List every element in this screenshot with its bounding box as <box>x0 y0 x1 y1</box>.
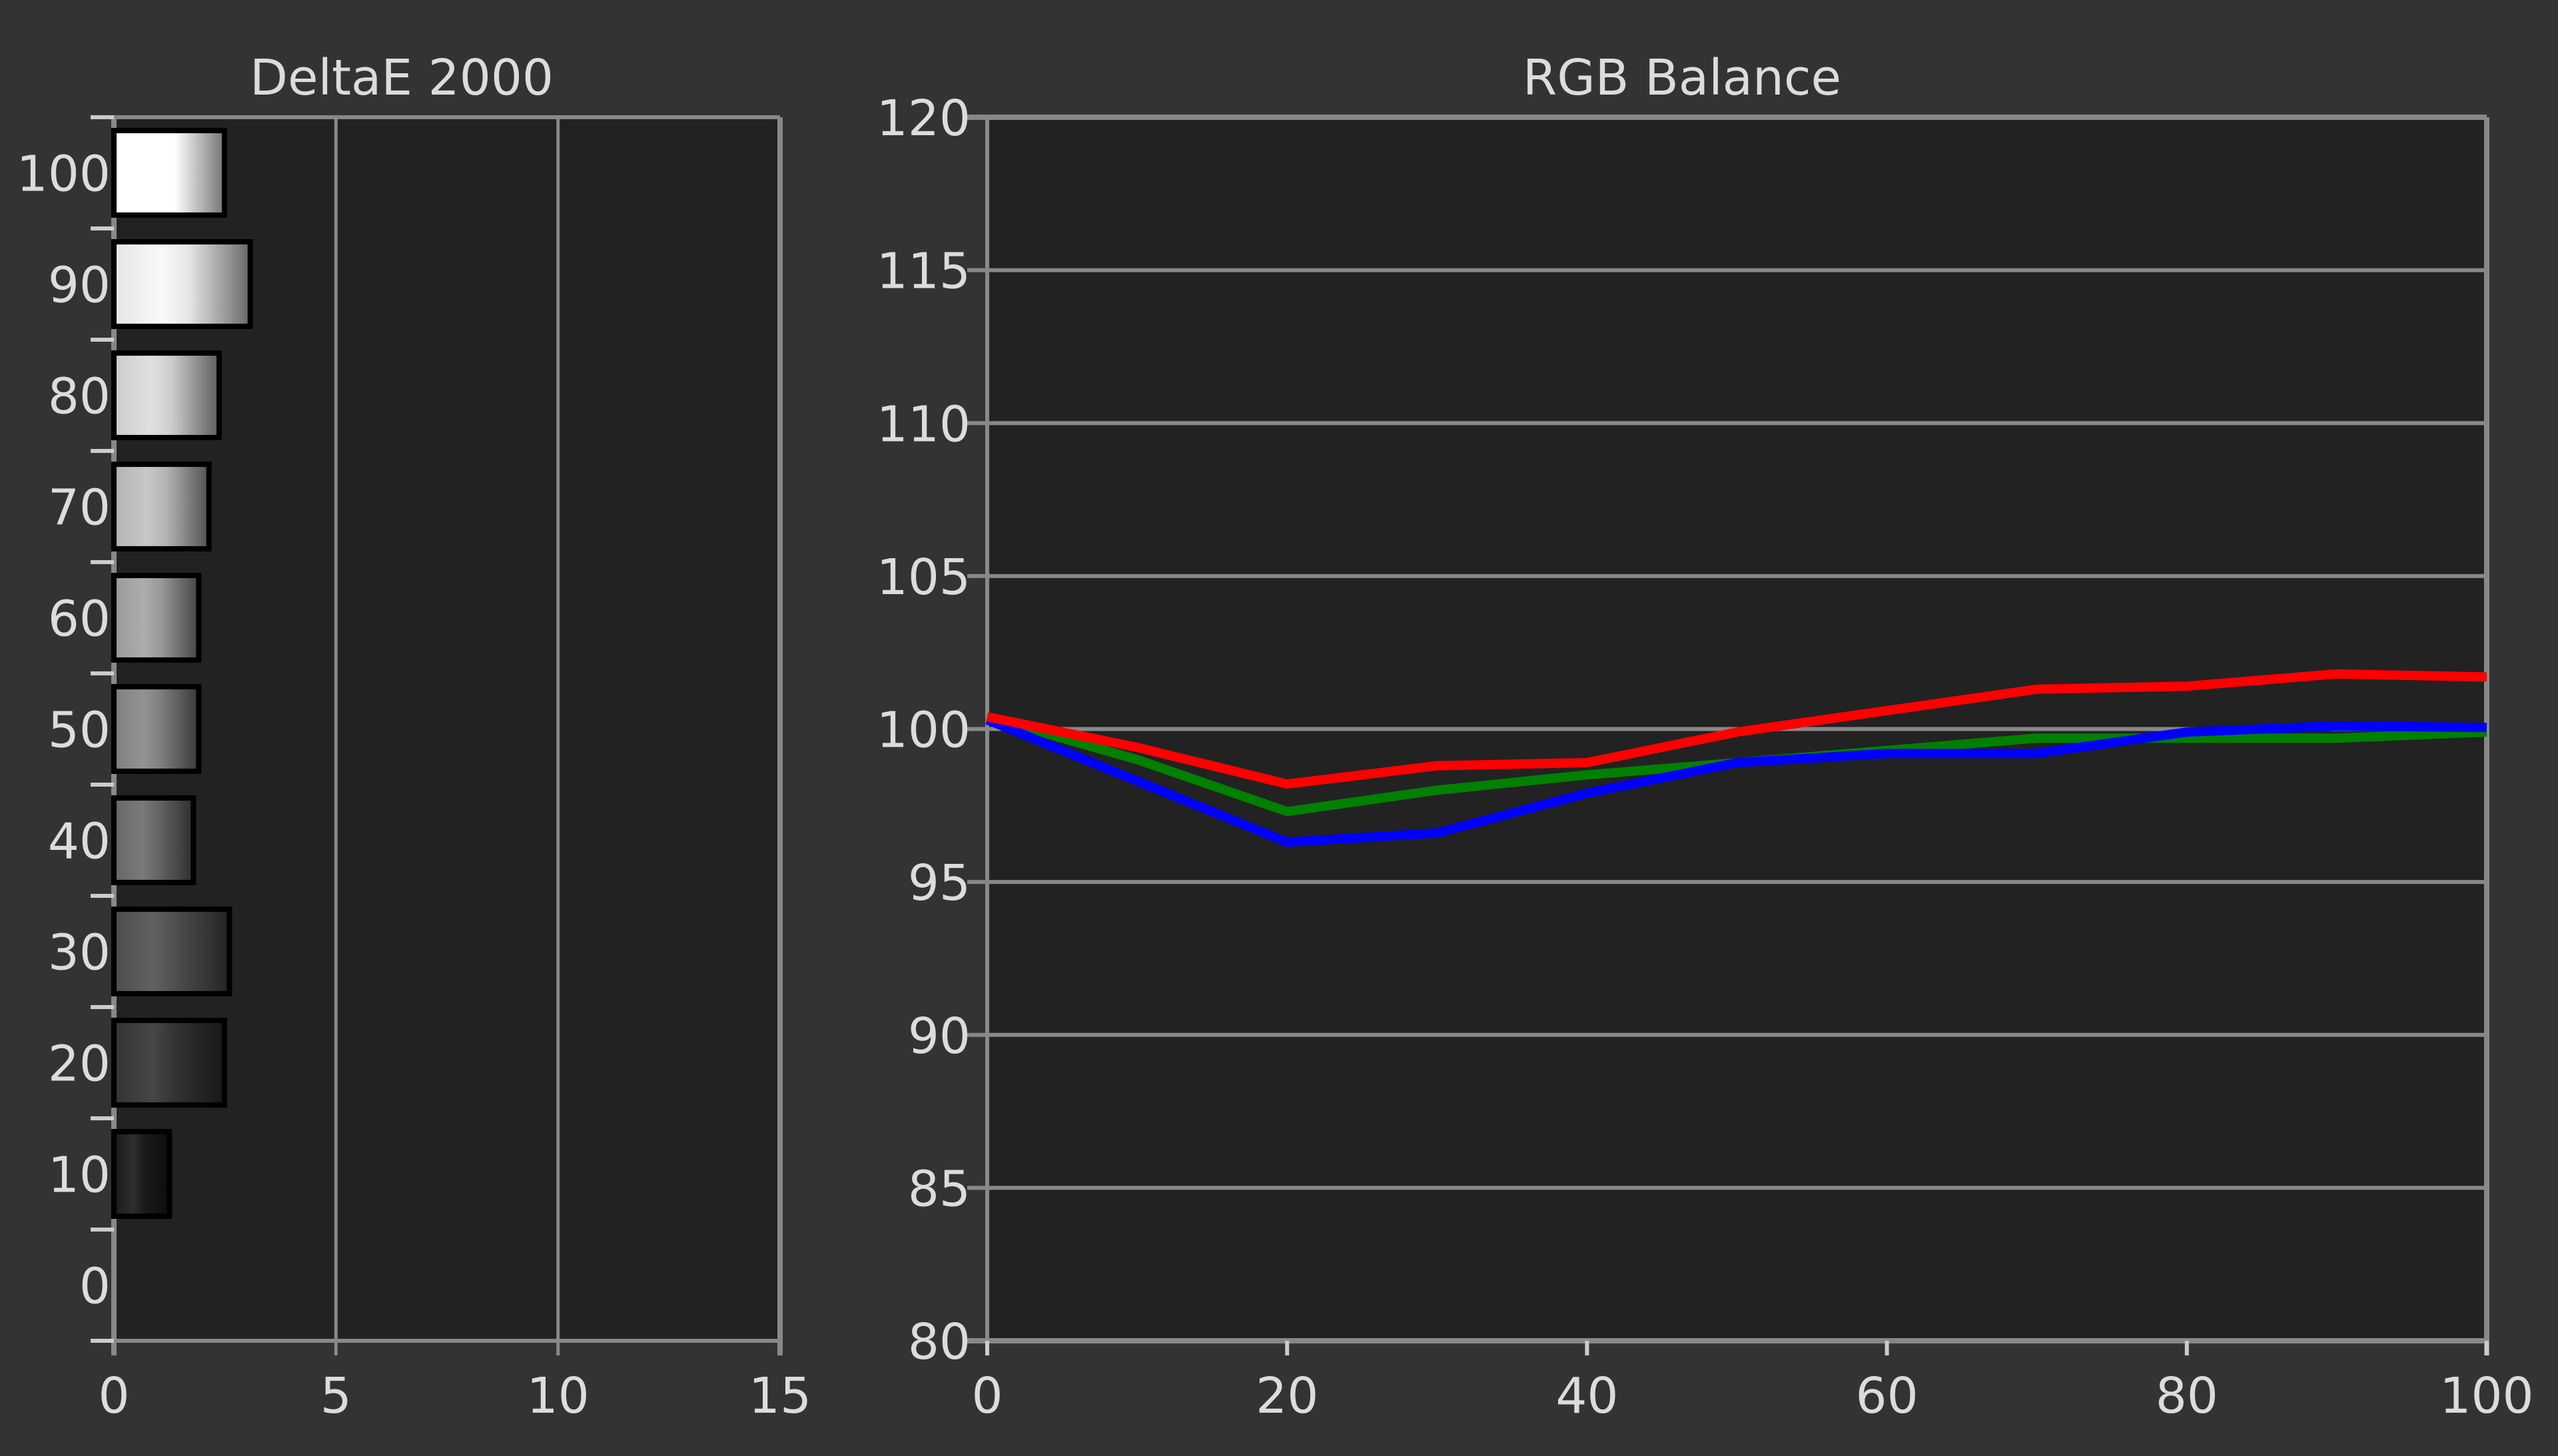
x-tick-label: 0 <box>98 1367 129 1425</box>
deltae-bar <box>111 795 197 885</box>
y-tick-label: 70 <box>48 480 111 537</box>
y-tick-label: 10 <box>48 1147 111 1204</box>
y-tick-label: 85 <box>908 1160 971 1218</box>
y-tick-label: 40 <box>48 813 111 871</box>
y-tick-label: 50 <box>48 702 111 759</box>
y-tick-label: 90 <box>908 1008 971 1065</box>
y-tick-label: 90 <box>48 257 111 314</box>
deltae-bar <box>111 239 253 329</box>
x-tick-label: 15 <box>749 1367 811 1425</box>
y-tick-label: 120 <box>877 90 971 147</box>
y-tick-label: 80 <box>48 368 111 426</box>
deltae-bar <box>111 350 222 440</box>
deltae-bar <box>111 1129 173 1219</box>
y-tick-label: 100 <box>877 702 971 759</box>
y-tick-label: 20 <box>48 1036 111 1093</box>
rgb-balance-chart-title: RGB Balance <box>1523 49 1841 107</box>
deltae-bar <box>111 128 227 218</box>
series-line-red <box>986 669 2487 789</box>
deltae-bar <box>111 573 202 663</box>
rgb-balance-chart: RGB Balance 80 85 90 95 100 105 110 115 120 0 20 40… <box>877 49 2534 1425</box>
series-line-blue <box>985 715 2487 847</box>
y-tick-label: 105 <box>877 549 971 606</box>
x-tick-label: 10 <box>527 1367 590 1425</box>
deltae-bar <box>111 1018 227 1108</box>
y-tick-label: 80 <box>908 1313 971 1371</box>
x-tick-label: 0 <box>971 1367 1003 1425</box>
y-tick-label: 95 <box>908 855 971 912</box>
deltae-chart-title: DeltaE 2000 <box>250 49 554 107</box>
x-tick-label: 60 <box>1856 1367 1918 1425</box>
x-tick-label: 40 <box>1555 1367 1618 1425</box>
y-tick-label: 30 <box>48 924 111 982</box>
x-tick-label: 5 <box>320 1367 352 1425</box>
deltae-bar <box>111 684 202 774</box>
deltae-bar <box>111 462 212 551</box>
y-tick-label: 0 <box>79 1258 111 1315</box>
y-tick-label: 110 <box>877 396 971 453</box>
y-tick-label: 60 <box>48 591 111 648</box>
x-tick-label: 80 <box>2156 1367 2218 1425</box>
y-tick-label: 115 <box>877 243 971 300</box>
x-tick-label: 100 <box>2439 1367 2533 1425</box>
deltae-bar <box>111 907 232 996</box>
x-tick-label: 20 <box>1256 1367 1318 1425</box>
y-tick-label: 100 <box>17 146 111 203</box>
